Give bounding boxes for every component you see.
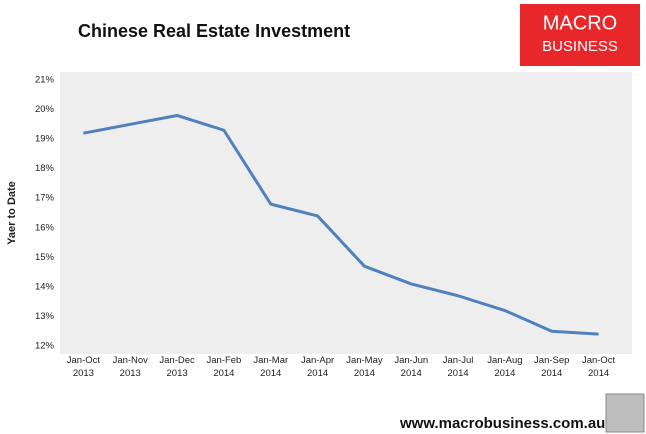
logo-text: MACRO <box>543 12 617 34</box>
x-tick-label: Jan-Dec 2013 <box>159 355 195 379</box>
y-tick-label: 15% <box>35 252 55 263</box>
y-axis-label: Yaer to Date <box>6 181 18 245</box>
y-tick-label: 21% <box>35 75 55 86</box>
x-tick-label: Jan-May 2014 <box>346 355 383 379</box>
x-tick-label: Jan-Oct 2013 <box>66 355 101 379</box>
x-tick-label: Jan-Jun 2014 <box>394 355 429 379</box>
chart-title: Chinese Real Estate Investment <box>78 21 350 41</box>
x-tick-label: Jan-Sep 2014 <box>534 355 570 379</box>
x-tick-label: Jan-Nov 2013 <box>112 355 148 379</box>
x-tick-label: Jan-Oct 2014 <box>581 355 616 379</box>
logo-box <box>520 4 640 66</box>
x-tick-label: Jan-Jul 2014 <box>442 355 474 379</box>
plot-area <box>60 72 632 354</box>
y-tick-label: 18% <box>35 163 55 174</box>
x-tick-label: Jan-Feb 2014 <box>206 355 242 379</box>
x-tick-label: Jan-Aug 2014 <box>487 355 523 379</box>
y-tick-label: 16% <box>35 222 55 233</box>
y-tick-label: 14% <box>35 281 55 292</box>
y-tick-label: 19% <box>35 134 55 145</box>
y-tick-label: 20% <box>35 104 55 115</box>
y-tick-label: 12% <box>35 341 55 352</box>
x-tick-label: Jan-Apr 2014 <box>300 355 335 379</box>
logo-text: BUSINESS <box>542 38 618 55</box>
x-tick-label: Jan-Mar 2014 <box>253 355 289 379</box>
footer: www.macrobusiness.com.au <box>399 415 605 432</box>
wolf-logo <box>605 393 645 433</box>
data-line <box>83 113 599 336</box>
y-tick-label: 13% <box>35 311 55 322</box>
y-tick-label: 17% <box>35 193 55 204</box>
